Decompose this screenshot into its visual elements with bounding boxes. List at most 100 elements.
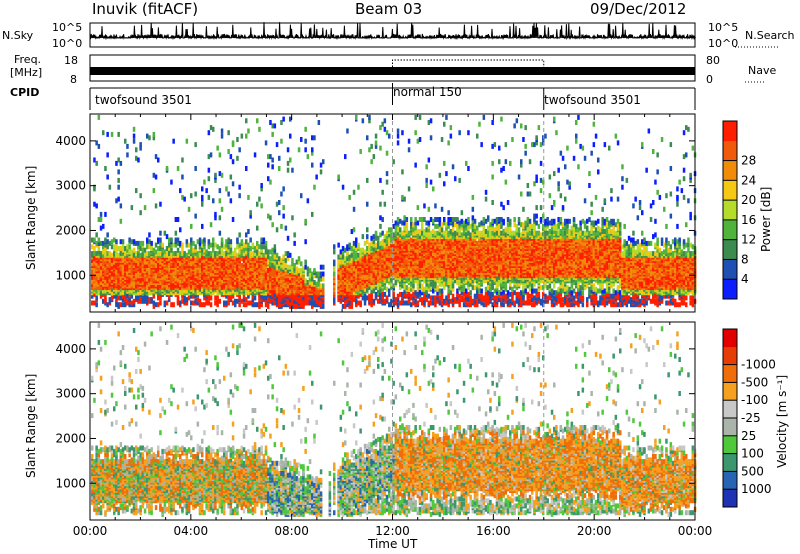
power-cell bbox=[227, 300, 230, 306]
power-cell bbox=[231, 300, 235, 306]
power-cell bbox=[447, 288, 450, 294]
power-cell bbox=[159, 288, 162, 294]
power-cell bbox=[396, 128, 400, 134]
power-cell bbox=[405, 229, 409, 234]
power-cell bbox=[231, 140, 235, 146]
power-cell bbox=[280, 290, 283, 296]
power-cell bbox=[275, 259, 279, 265]
power-cell bbox=[238, 242, 241, 248]
power-cell bbox=[95, 264, 98, 270]
power-cell bbox=[227, 130, 230, 136]
power-cell bbox=[368, 281, 371, 287]
power-cell bbox=[273, 273, 277, 279]
power-cell bbox=[205, 297, 208, 303]
power-cell bbox=[405, 293, 409, 299]
power-cell bbox=[203, 247, 206, 253]
power-cell bbox=[192, 293, 195, 299]
power-cell bbox=[190, 223, 193, 229]
power-cell bbox=[319, 276, 323, 282]
power-cell bbox=[311, 147, 314, 153]
power-cell bbox=[260, 203, 263, 209]
power-cell bbox=[124, 251, 127, 257]
power-cell bbox=[154, 266, 158, 272]
power-cell bbox=[456, 223, 459, 229]
power-cell bbox=[396, 230, 400, 236]
power-cell bbox=[363, 240, 367, 246]
power-cell bbox=[187, 242, 191, 248]
power-cell bbox=[192, 240, 195, 246]
power-cell bbox=[372, 154, 376, 160]
power-cell bbox=[159, 271, 162, 277]
power-cell bbox=[209, 152, 213, 158]
power-cell bbox=[148, 239, 151, 245]
power-cell bbox=[234, 285, 237, 291]
noise-sky-trace bbox=[89, 22, 696, 40]
power-cell bbox=[269, 256, 272, 262]
power-cell bbox=[339, 280, 343, 285]
power-cell bbox=[264, 290, 268, 296]
power-cell bbox=[106, 131, 109, 137]
power-cell bbox=[135, 240, 138, 246]
power-cell bbox=[117, 157, 120, 163]
power-cell bbox=[421, 256, 424, 262]
power-cell bbox=[278, 259, 281, 265]
power-cell bbox=[377, 240, 380, 246]
power-cell bbox=[372, 298, 376, 304]
power-cell bbox=[456, 217, 459, 222]
power-cell bbox=[135, 271, 138, 277]
power-cell bbox=[185, 138, 189, 144]
power-cell bbox=[396, 220, 400, 226]
power-cell bbox=[201, 223, 204, 229]
power-cell bbox=[449, 242, 453, 248]
power-cell bbox=[381, 121, 384, 127]
power-cell bbox=[449, 281, 453, 287]
power-cell bbox=[297, 259, 301, 265]
power-cell bbox=[245, 242, 248, 248]
power-cell bbox=[394, 259, 398, 265]
power-cell bbox=[443, 220, 446, 226]
power-cell bbox=[198, 298, 202, 304]
power-cell bbox=[253, 152, 257, 158]
power-cell bbox=[91, 300, 94, 306]
power-cell bbox=[196, 239, 200, 245]
power-cell bbox=[421, 230, 424, 236]
power-cell bbox=[454, 230, 457, 236]
power-cell bbox=[403, 252, 406, 258]
power-cell bbox=[267, 213, 270, 219]
power-cell bbox=[368, 147, 371, 153]
power-cell bbox=[429, 118, 433, 124]
power-cell bbox=[260, 302, 263, 308]
power-cell bbox=[454, 266, 457, 272]
power-cell bbox=[115, 198, 118, 204]
power-cell bbox=[152, 271, 156, 277]
power-cell bbox=[350, 303, 354, 309]
power-cell bbox=[253, 251, 257, 257]
power-cell bbox=[425, 242, 428, 248]
power-cell bbox=[139, 142, 142, 148]
power-cell bbox=[93, 184, 96, 190]
power-cell bbox=[93, 291, 96, 297]
power-cell bbox=[306, 288, 310, 294]
power-cell bbox=[322, 283, 325, 289]
power-cell bbox=[258, 291, 261, 297]
power-cell bbox=[379, 266, 382, 272]
power-cell bbox=[247, 252, 250, 258]
power-cell bbox=[423, 203, 426, 209]
power-cell bbox=[242, 302, 246, 308]
power-cell bbox=[346, 128, 349, 134]
power-cell bbox=[443, 181, 446, 187]
power-cell bbox=[440, 300, 444, 306]
power-cell bbox=[313, 273, 316, 279]
power-cell bbox=[297, 147, 301, 153]
power-cell bbox=[227, 268, 230, 274]
power-cell bbox=[176, 217, 180, 222]
power-cell bbox=[245, 263, 248, 268]
power-cell bbox=[366, 234, 369, 240]
power-cell bbox=[423, 217, 426, 222]
power-cell bbox=[414, 130, 417, 136]
power-cell bbox=[337, 281, 340, 287]
power-cell bbox=[229, 246, 233, 251]
power-cell bbox=[359, 149, 362, 154]
power-cell bbox=[110, 257, 114, 263]
power-cell bbox=[146, 237, 149, 243]
